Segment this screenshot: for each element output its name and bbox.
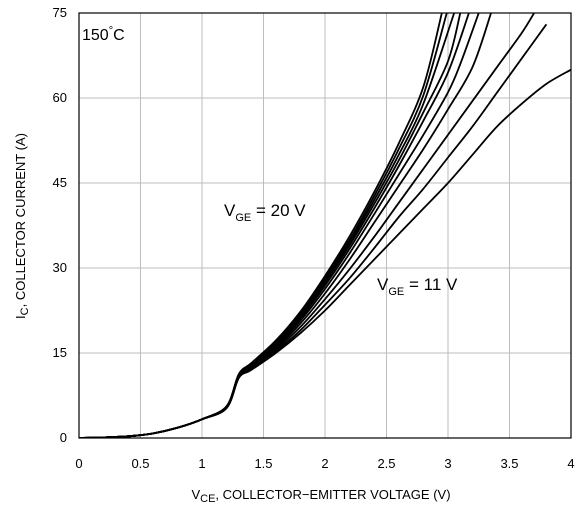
x-tick-label: 1 [198,456,205,471]
x-tick-label: 2.5 [377,456,395,471]
annotation-vge-20-rest: = 20 V [251,201,306,220]
y-tick-label: 45 [53,175,67,190]
plot-area [78,12,572,439]
y-tick-label: 60 [53,90,67,105]
temperature-unit: C [113,27,125,44]
y-tick-label: 75 [53,5,67,20]
series-line-10 [79,13,443,438]
annotation-vge-11: VGE = 11 V [377,275,458,298]
series-line-5 [79,13,480,438]
y-axis-label-main: I [13,315,28,319]
annotation-vge-20: VGE = 20 V [224,201,306,224]
series-layer [79,13,571,438]
annotation-vge-11-sub: GE [388,286,404,298]
x-tick-label: 0.5 [131,456,149,471]
temperature-label: 150°C [82,25,125,44]
y-axis-label-rest: , COLLECTOR CURRENT (A) [13,133,28,307]
grid [79,13,571,438]
series-line-2 [79,23,548,438]
x-axis-label-rest: , COLLECTOR−EMITTER VOLTAGE (V) [215,487,450,502]
y-tick-labels: 0 15 30 45 60 75 [53,5,67,445]
annotation-vge-20-main: V [224,201,236,220]
x-tick-labels: 0 0.5 1 1.5 2 2.5 3 3.5 4 [75,456,574,471]
y-axis-label: IC, COLLECTOR CURRENT (A) [13,133,31,319]
x-axis-label: VCE, COLLECTOR−EMITTER VOLTAGE (V) [191,487,450,505]
y-tick-label: 15 [53,345,67,360]
degree-symbol: ° [109,25,113,37]
series-line-8 [79,13,456,438]
x-tick-label: 4 [567,456,574,471]
x-tick-label: 3.5 [500,456,518,471]
x-tick-label: 2 [321,456,328,471]
y-tick-label: 30 [53,260,67,275]
series-line-3 [79,13,535,438]
y-tick-label: 0 [60,430,67,445]
plot-frame [78,12,572,439]
x-tick-label: 3 [444,456,451,471]
series-line-7 [79,13,462,438]
x-axis-label-main: V [191,487,200,502]
annotation-vge-20-sub: GE [235,212,251,224]
x-tick-label: 0 [75,456,82,471]
x-axis-label-sub: CE [200,493,215,505]
annotation-vge-11-main: V [377,275,389,294]
y-axis-label-sub: C [19,307,31,315]
x-tick-label: 1.5 [254,456,272,471]
series-line-6 [79,13,470,438]
temperature-value: 150 [82,27,109,44]
annotation-vge-11-rest: = 11 V [404,275,458,294]
